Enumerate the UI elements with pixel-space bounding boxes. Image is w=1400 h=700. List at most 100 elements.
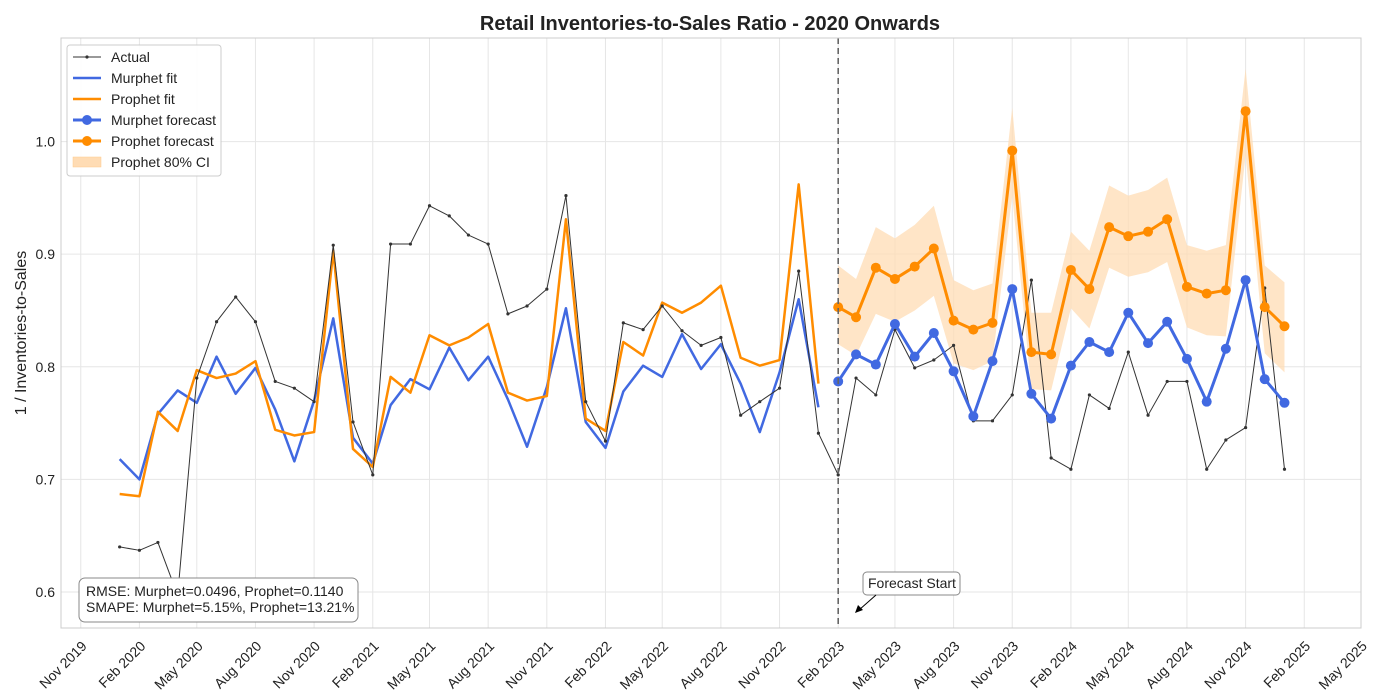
actual-point-26 (621, 321, 625, 325)
actual-point-5 (214, 320, 219, 324)
forecast-start-box (862, 571, 961, 596)
legend-swatch-ci (72, 156, 102, 168)
y-tick-label-4: 1.0 (36, 134, 56, 150)
murphet-forecast-point-3 (889, 318, 900, 329)
y-axis-ticks: 0.6 0.7 0.8 0.9 1.0 (36, 134, 56, 600)
legend-frame (66, 44, 222, 177)
actual-point-12 (351, 420, 355, 424)
murphet-forecast-point-17 (1162, 316, 1173, 327)
actual-point-49 (1069, 467, 1073, 471)
prophet-forecast-point-22 (1259, 302, 1270, 313)
murphet-forecast-point-1 (851, 349, 862, 360)
legend-label-prophet-forecast: Prophet forecast (111, 133, 214, 149)
legend-item-murphet-forecast: Murphet forecast (73, 112, 216, 128)
actual-point-25 (603, 439, 608, 443)
prophet-forecast-point-3 (889, 273, 900, 284)
murphet-forecast-point-6 (948, 366, 959, 377)
actual-point-15 (408, 242, 412, 246)
prophet-forecast-point-4 (909, 261, 920, 272)
actual-point-57 (1224, 438, 1228, 442)
metrics-smape: SMAPE: Murphet=5.15%, Prophet=13.21% (86, 599, 355, 615)
actual-point-32 (739, 413, 743, 417)
actual-point-10 (312, 400, 316, 404)
actual-point-2 (156, 540, 160, 545)
metrics-frame (78, 577, 359, 623)
actual-point-60 (1282, 467, 1287, 471)
actual-point-45 (990, 419, 995, 423)
legend-marker-actual (85, 55, 89, 59)
actual-point-33 (758, 400, 762, 404)
actual-point-16 (427, 204, 432, 208)
actual-point-17 (447, 214, 451, 218)
prophet-forecast-point-15 (1123, 231, 1134, 242)
actual-point-11 (331, 243, 335, 247)
y-axis-label: 1 / Inventories-to-Sales (13, 251, 30, 416)
actual-point-13 (371, 473, 375, 477)
metrics-rmse: RMSE: Murphet=0.0496, Prophet=0.1140 (86, 583, 344, 599)
actual-point-28 (660, 304, 664, 308)
forecast-start-arrowhead (855, 605, 863, 613)
murphet-forecast-point-12 (1065, 360, 1076, 371)
murphet-forecast-point-23 (1279, 397, 1290, 408)
actual-point-54 (1165, 379, 1169, 384)
actual-point-1 (137, 548, 142, 552)
actual-point-58 (1244, 425, 1248, 430)
metrics-box: RMSE: Murphet=0.0496, Prophet=0.1140 SMA… (78, 577, 359, 623)
prophet-forecast-point-5 (928, 243, 939, 254)
prophet-forecast-point-14 (1104, 222, 1115, 233)
legend-item-ci: Prophet 80% CI (72, 154, 210, 170)
actual-point-51 (1107, 406, 1111, 411)
prophet-forecast-point-18 (1181, 281, 1192, 292)
murphet-forecast-point-20 (1220, 343, 1231, 354)
actual-point-29 (680, 329, 684, 333)
prophet-forecast-point-6 (948, 315, 959, 326)
prophet-forecast-point-16 (1143, 226, 1154, 237)
murphet-forecast-line (836, 278, 1286, 421)
actual-point-43 (951, 343, 956, 347)
actual-point-23 (564, 194, 568, 198)
actual-point-38 (854, 376, 858, 380)
murphet-forecast-point-22 (1259, 374, 1270, 385)
prophet-forecast-point-11 (1046, 349, 1057, 360)
murphet-forecast-point-19 (1201, 396, 1212, 407)
actual-point-53 (1146, 413, 1150, 417)
legend-marker-prophet-forecast (82, 136, 92, 146)
murphet-fit-line (118, 297, 820, 481)
actual-point-27 (641, 328, 645, 332)
forecast-start-annotation: Forecast Start (855, 571, 961, 613)
prophet-forecast-point-2 (870, 262, 881, 273)
legend: Actual Murphet fit Prophet fit Murphet fore… (66, 44, 222, 177)
actual-point-36 (816, 431, 821, 435)
prophet-forecast-point-0 (833, 302, 844, 313)
y-tick-label-2: 0.8 (36, 359, 56, 375)
legend-items: Actual Murphet fit Prophet fit Murphet fore… (72, 49, 216, 170)
murphet-forecast-point-5 (928, 328, 939, 338)
actual-point-24 (584, 400, 588, 404)
legend-label-murphet-forecast: Murphet forecast (111, 112, 216, 128)
murphet-forecast-point-10 (1026, 388, 1037, 399)
y-tick-label-3: 0.9 (36, 246, 56, 262)
y-tick-label-0: 0.6 (36, 584, 56, 600)
actual-point-19 (486, 242, 490, 246)
plot-frame (60, 37, 1362, 629)
actual-point-42 (932, 358, 936, 362)
prophet-forecast-point-12 (1065, 264, 1076, 275)
murphet-forecast-point-21 (1240, 275, 1251, 286)
actual-point-9 (292, 386, 296, 390)
actual-point-14 (389, 242, 393, 246)
actual-point-8 (273, 379, 277, 384)
murphet-forecast-point-9 (1007, 284, 1018, 295)
actual-point-47 (1029, 278, 1033, 282)
murphet-forecast-point-7 (968, 411, 979, 422)
forecast-start-arrow (858, 594, 877, 611)
legend-label-prophet-fit: Prophet fit (111, 91, 175, 107)
actual-point-0 (118, 545, 122, 549)
actual-point-48 (1049, 456, 1053, 460)
forecast-start-label: Forecast Start (868, 575, 956, 591)
series-layer (118, 106, 1290, 597)
prophet-forecast-point-20 (1220, 285, 1231, 296)
murphet-forecast-point-13 (1084, 337, 1095, 348)
prophet-forecast-point-19 (1201, 288, 1212, 299)
actual-point-50 (1087, 393, 1091, 397)
legend-label-murphet-fit: Murphet fit (111, 70, 177, 86)
